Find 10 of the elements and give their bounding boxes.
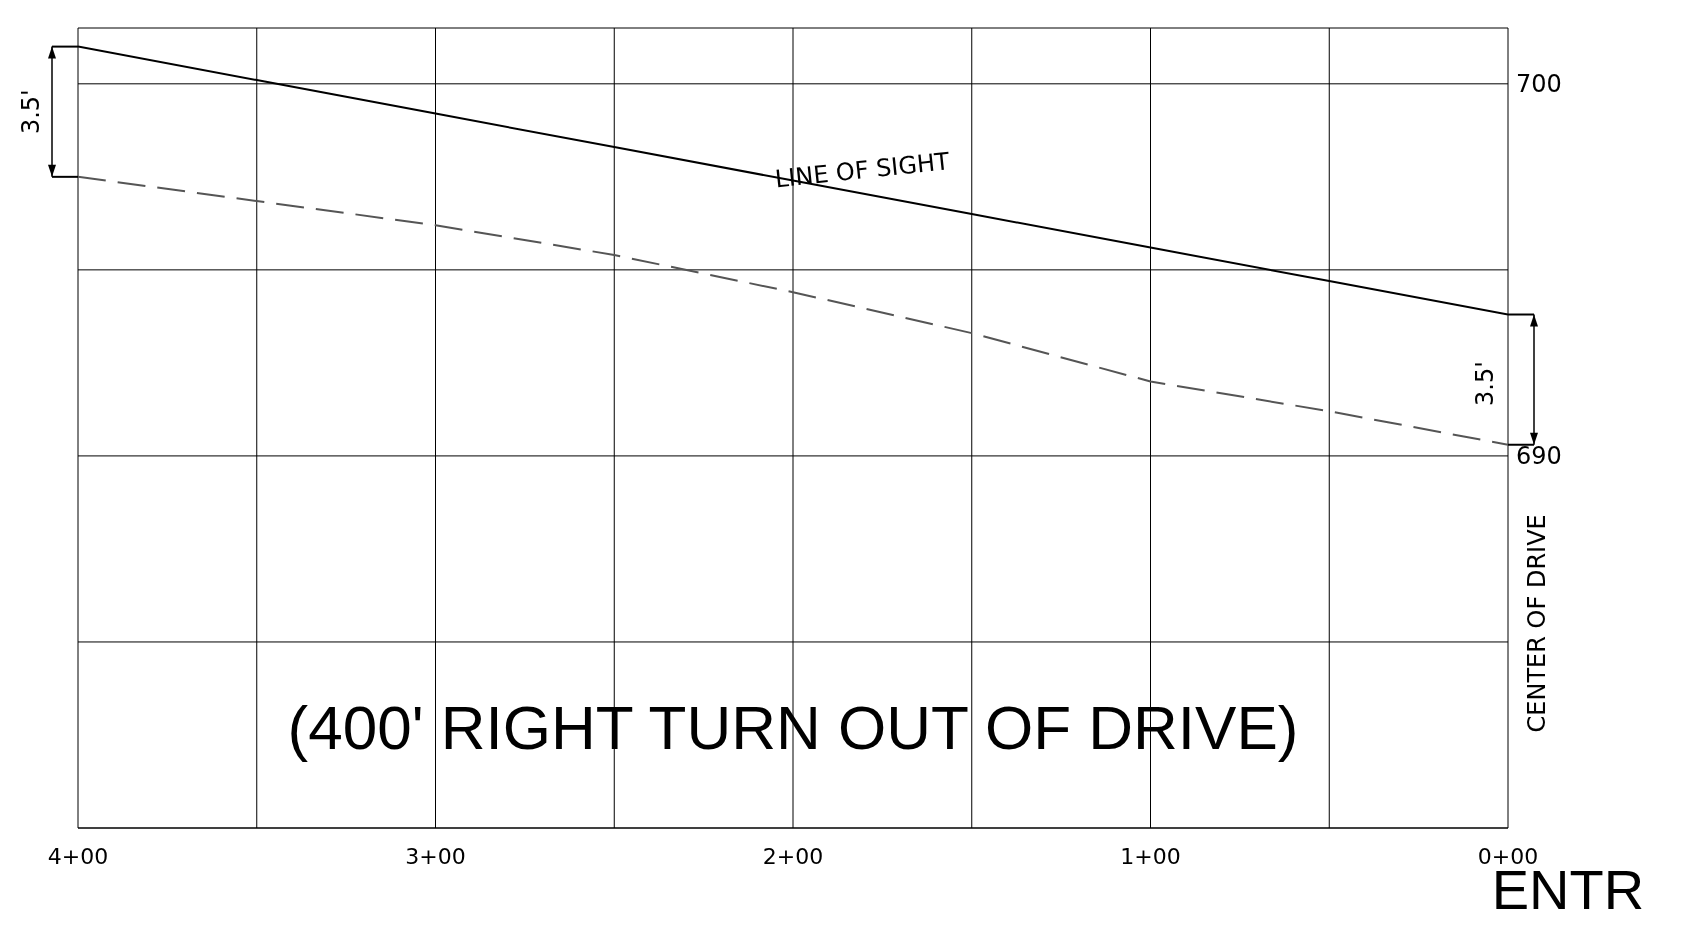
y-tick-label: 700 bbox=[1516, 70, 1562, 99]
x-tick-label: 4+00 bbox=[47, 843, 109, 869]
text: CENTER OF DRIVE bbox=[1523, 514, 1551, 733]
x-tick-label: 3+00 bbox=[405, 843, 466, 869]
annotation: 3.5' bbox=[1471, 361, 1499, 407]
annotation: LINE OF SIGHT bbox=[773, 147, 952, 194]
text: 3.5' bbox=[17, 89, 45, 135]
x-tick-label: 1+00 bbox=[1120, 843, 1181, 869]
y-tick-label: 690 bbox=[1516, 442, 1562, 471]
x-tick-label: 2+00 bbox=[762, 843, 824, 869]
